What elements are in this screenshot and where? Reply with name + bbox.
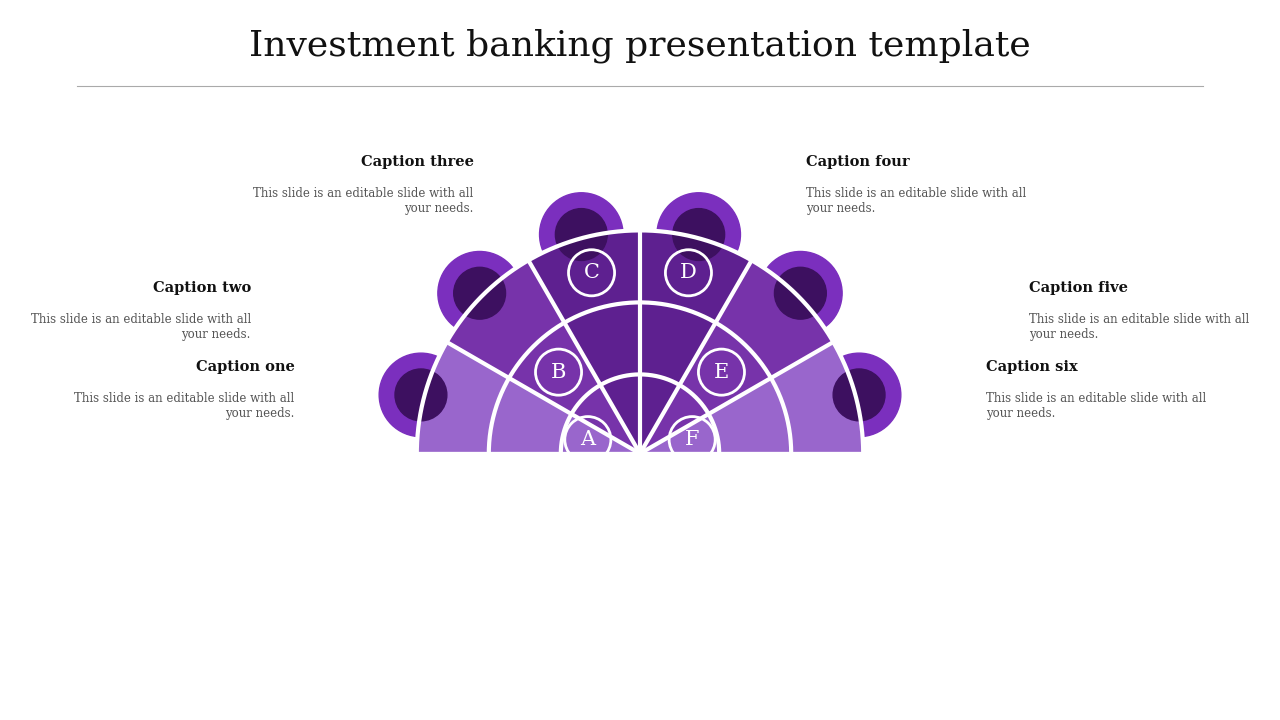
Polygon shape (447, 261, 640, 454)
Polygon shape (640, 261, 833, 454)
Text: A: A (580, 430, 595, 449)
Text: This slide is an editable slide with all
your needs.: This slide is an editable slide with all… (74, 392, 294, 420)
Circle shape (673, 209, 724, 261)
Text: Investment banking presentation template: Investment banking presentation template (250, 29, 1030, 63)
Text: F: F (685, 430, 699, 449)
Text: This slide is an editable slide with all
your needs.: This slide is an editable slide with all… (806, 187, 1027, 215)
Circle shape (774, 267, 827, 319)
Text: This slide is an editable slide with all
your needs.: This slide is an editable slide with all… (31, 313, 251, 341)
Circle shape (438, 251, 521, 335)
Polygon shape (640, 342, 863, 454)
Text: This slide is an editable slide with all
your needs.: This slide is an editable slide with all… (986, 392, 1206, 420)
Text: Caption two: Caption two (152, 282, 251, 295)
Circle shape (540, 193, 623, 276)
Circle shape (833, 369, 884, 420)
Text: Caption four: Caption four (806, 156, 910, 169)
Text: Caption five: Caption five (1029, 282, 1128, 295)
Circle shape (759, 251, 842, 335)
Text: Caption six: Caption six (986, 361, 1078, 374)
Circle shape (556, 209, 607, 261)
Text: D: D (680, 264, 696, 282)
Text: This slide is an editable slide with all
your needs.: This slide is an editable slide with all… (253, 187, 474, 215)
Text: This slide is an editable slide with all
your needs.: This slide is an editable slide with all… (1029, 313, 1249, 341)
Circle shape (396, 369, 447, 420)
Circle shape (379, 353, 462, 436)
Polygon shape (417, 342, 640, 454)
Circle shape (818, 353, 901, 436)
Polygon shape (529, 230, 640, 454)
Circle shape (453, 267, 506, 319)
Text: B: B (550, 363, 566, 382)
Text: C: C (584, 264, 599, 282)
Polygon shape (640, 230, 751, 454)
Text: E: E (714, 363, 730, 382)
Text: Caption three: Caption three (361, 156, 474, 169)
Text: Caption one: Caption one (196, 361, 294, 374)
Circle shape (657, 193, 740, 276)
